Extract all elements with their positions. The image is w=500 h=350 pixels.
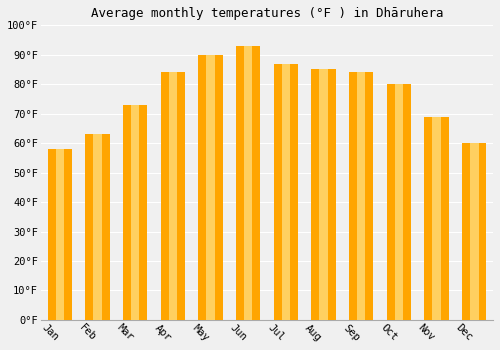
Bar [319, 70, 328, 320]
Bar [274, 64, 298, 320]
Bar [123, 105, 148, 320]
Bar [424, 117, 449, 320]
Bar [357, 72, 366, 320]
Bar [349, 72, 374, 320]
Bar [312, 70, 336, 320]
Bar [85, 134, 110, 320]
Bar [198, 55, 222, 320]
Bar [131, 105, 140, 320]
Bar [56, 149, 64, 320]
Bar [470, 143, 478, 320]
Bar [236, 46, 260, 320]
Bar [160, 72, 185, 320]
Bar [462, 143, 486, 320]
Bar [282, 64, 290, 320]
Bar [206, 55, 215, 320]
Title: Average monthly temperatures (°F ) in Dhāruhera: Average monthly temperatures (°F ) in Dh… [91, 7, 444, 20]
Bar [432, 117, 441, 320]
Bar [48, 149, 72, 320]
Bar [168, 72, 177, 320]
Bar [386, 84, 411, 320]
Bar [394, 84, 403, 320]
Bar [93, 134, 102, 320]
Bar [244, 46, 252, 320]
